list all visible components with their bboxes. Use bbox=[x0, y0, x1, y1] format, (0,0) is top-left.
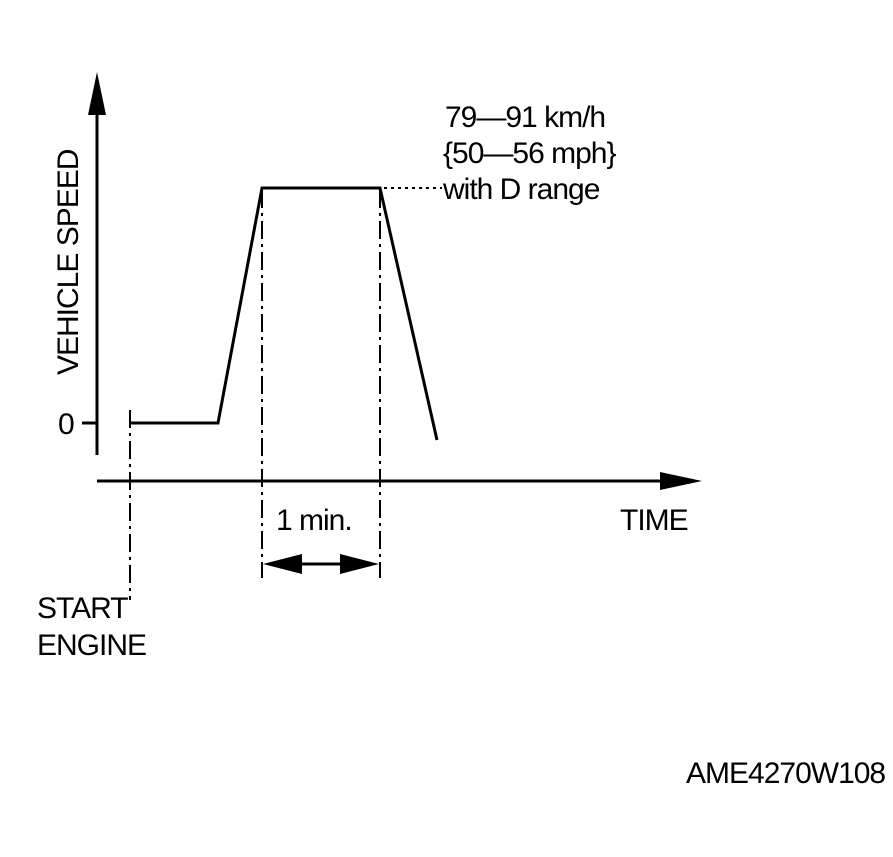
zero-label: 0 bbox=[58, 408, 74, 441]
interval-label: 1 min. bbox=[276, 504, 352, 537]
dimension-arrow-left bbox=[263, 554, 302, 574]
y-axis-label: VEHICLE SPEED bbox=[52, 149, 85, 375]
start-label: ENGINE bbox=[37, 629, 146, 662]
speed-line: with D range bbox=[442, 173, 600, 206]
x-axis-arrow bbox=[660, 472, 702, 490]
start-label: START bbox=[37, 592, 128, 625]
speed-line: {50—56 mph} bbox=[443, 137, 616, 170]
speed-profile bbox=[130, 186, 439, 441]
figure-code: AME4270W108 bbox=[686, 757, 885, 790]
speed-line: 79—91 km/h bbox=[445, 101, 605, 134]
dimension-arrow-right bbox=[340, 554, 379, 574]
y-axis-arrow bbox=[88, 72, 106, 115]
x-axis-label: TIME bbox=[620, 504, 688, 537]
